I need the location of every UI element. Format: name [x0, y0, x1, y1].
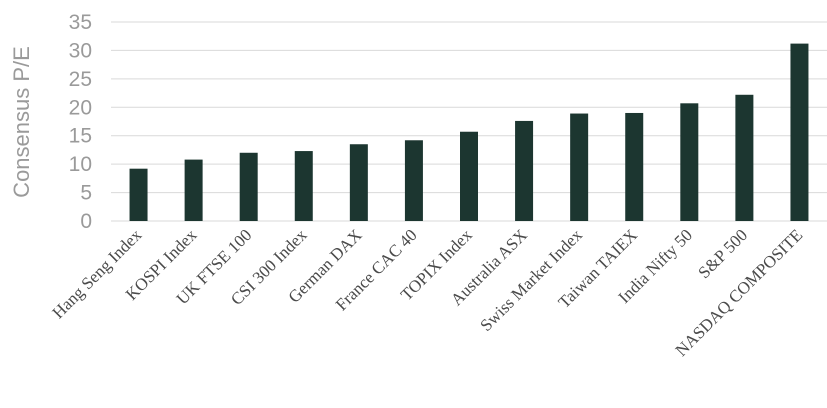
y-tick-label: 25 [69, 68, 92, 91]
y-tick-label: 0 [80, 210, 92, 233]
bar [129, 168, 148, 221]
bar [460, 131, 478, 221]
y-axis-label: Consensus P/E [9, 46, 34, 198]
bar [570, 113, 589, 221]
bar [184, 159, 203, 221]
bar [515, 120, 534, 221]
x-tick-label: S&P 500 [694, 225, 751, 282]
y-axis-ticks: 0 5 10 15 20 25 30 35 [69, 11, 92, 233]
bar [349, 144, 368, 221]
bar [625, 112, 644, 221]
bars [129, 43, 809, 221]
y-tick-label: 5 [80, 182, 92, 205]
bar [239, 152, 258, 221]
y-tick-label: 10 [69, 153, 92, 176]
bar [294, 151, 313, 221]
bar [680, 103, 699, 221]
bar [735, 94, 754, 221]
bar [404, 140, 423, 221]
y-tick-label: 35 [69, 11, 92, 34]
x-tick-label: Hang Seng Index [48, 225, 145, 322]
y-tick-label: 15 [69, 125, 92, 148]
y-tick-label: 30 [69, 39, 92, 62]
bar [790, 43, 809, 221]
x-tick-label: Swiss Market Index [476, 225, 586, 335]
y-tick-label: 20 [69, 96, 92, 119]
